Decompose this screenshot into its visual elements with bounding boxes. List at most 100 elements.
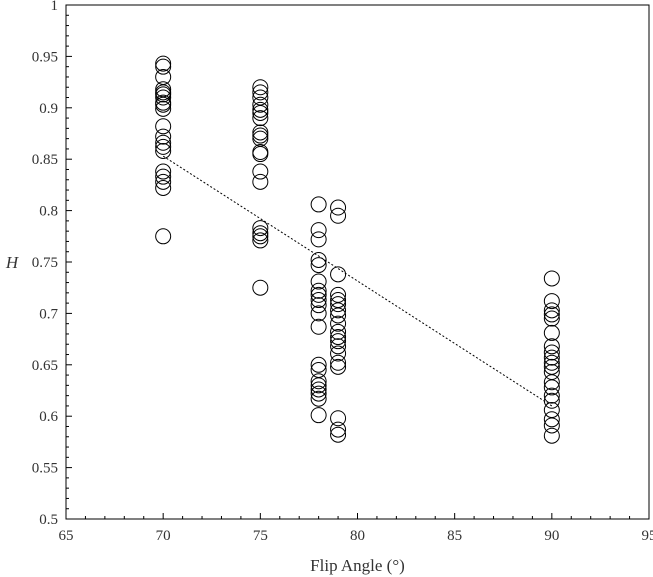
data-point bbox=[310, 407, 327, 424]
y-tick-label: 0.75 bbox=[32, 255, 58, 271]
data-point bbox=[543, 344, 560, 361]
data-point bbox=[330, 426, 347, 443]
data-point bbox=[155, 55, 172, 72]
y-tick-label: 0.6 bbox=[39, 409, 58, 425]
data-point bbox=[155, 134, 172, 151]
x-tick-label: 65 bbox=[59, 528, 74, 544]
data-point bbox=[252, 127, 269, 144]
data-point bbox=[155, 179, 172, 196]
data-point bbox=[155, 138, 172, 155]
x-tick-label: 80 bbox=[350, 528, 365, 544]
data-point bbox=[543, 417, 560, 434]
data-point bbox=[310, 356, 327, 373]
data-point bbox=[543, 293, 560, 310]
data-point bbox=[310, 196, 327, 213]
data-point bbox=[543, 349, 560, 366]
data-point bbox=[330, 323, 347, 340]
x-tick-label: 95 bbox=[642, 528, 653, 544]
data-point bbox=[310, 305, 327, 322]
data-point bbox=[330, 410, 347, 427]
data-point bbox=[310, 390, 327, 407]
data-point bbox=[252, 225, 269, 242]
data-point bbox=[252, 232, 269, 249]
data-point bbox=[155, 89, 172, 106]
data-point bbox=[155, 173, 172, 190]
plot-frame bbox=[65, 4, 650, 520]
data-point bbox=[252, 144, 269, 161]
data-point bbox=[543, 324, 560, 341]
y-tick-label: 0.65 bbox=[32, 358, 58, 374]
data-point bbox=[252, 89, 269, 106]
data-point bbox=[252, 130, 269, 147]
x-tick-label: 75 bbox=[253, 528, 268, 544]
data-point bbox=[310, 297, 327, 314]
data-point bbox=[155, 68, 172, 85]
trendline bbox=[162, 155, 553, 407]
x-tick-label: 90 bbox=[544, 528, 559, 544]
data-point bbox=[543, 402, 560, 419]
data-point bbox=[543, 338, 560, 355]
data-point bbox=[543, 392, 560, 409]
data-point bbox=[330, 345, 347, 362]
data-point bbox=[543, 363, 560, 380]
data-point bbox=[330, 199, 347, 216]
x-tick-label: 70 bbox=[156, 528, 171, 544]
data-point bbox=[310, 222, 327, 239]
data-point bbox=[252, 124, 269, 141]
data-point bbox=[330, 296, 347, 313]
data-point bbox=[155, 81, 172, 98]
y-tick-label: 0.7 bbox=[39, 306, 58, 322]
data-point bbox=[330, 315, 347, 332]
y-axis-title: H bbox=[5, 253, 20, 272]
y-tick-label: 0.8 bbox=[39, 204, 58, 220]
data-point bbox=[330, 292, 347, 309]
data-point bbox=[310, 282, 327, 299]
data-point bbox=[310, 385, 327, 402]
data-point bbox=[155, 118, 172, 135]
trendline-layer bbox=[162, 155, 553, 407]
data-point bbox=[330, 421, 347, 438]
x-tick-label: 85 bbox=[447, 528, 462, 544]
data-point bbox=[543, 411, 560, 428]
data-point bbox=[310, 361, 327, 378]
data-point bbox=[543, 427, 560, 444]
data-point bbox=[330, 358, 347, 375]
data-point bbox=[310, 286, 327, 303]
data-point bbox=[252, 96, 269, 113]
data-point bbox=[310, 373, 327, 390]
data-point bbox=[310, 273, 327, 290]
data-point bbox=[310, 292, 327, 309]
data-point bbox=[252, 163, 269, 180]
data-point bbox=[155, 228, 172, 245]
y-tick-label: 0.5 bbox=[39, 512, 58, 528]
data-point bbox=[310, 381, 327, 398]
data-point bbox=[155, 168, 172, 185]
y-tick-label: 1 bbox=[51, 0, 59, 14]
data-point bbox=[155, 142, 172, 159]
y-tick-label: 0.95 bbox=[32, 49, 58, 65]
data-point bbox=[330, 354, 347, 371]
data-point bbox=[543, 358, 560, 375]
data-point bbox=[543, 306, 560, 323]
data-point bbox=[252, 79, 269, 96]
y-tick-label: 0.55 bbox=[32, 461, 58, 477]
x-axis-title: Flip Angle (°) bbox=[310, 556, 405, 575]
data-point bbox=[252, 101, 269, 118]
data-point bbox=[252, 173, 269, 190]
data-point bbox=[543, 270, 560, 287]
data-point bbox=[330, 286, 347, 303]
data-point bbox=[330, 333, 347, 350]
data-point bbox=[310, 257, 327, 274]
data-point bbox=[252, 84, 269, 101]
data-point bbox=[310, 251, 327, 268]
data-point bbox=[155, 100, 172, 117]
axes-layer: 0.5 0.55 0.6 0.65 0.7 0.75 0.8 0.85 0.9 0.95 1 65 70… bbox=[32, 0, 653, 544]
data-point bbox=[330, 207, 347, 224]
data-point bbox=[252, 279, 269, 296]
data-points-layer bbox=[155, 55, 560, 444]
data-point bbox=[330, 266, 347, 283]
data-point bbox=[543, 310, 560, 327]
data-point bbox=[155, 94, 172, 111]
data-point bbox=[543, 354, 560, 371]
